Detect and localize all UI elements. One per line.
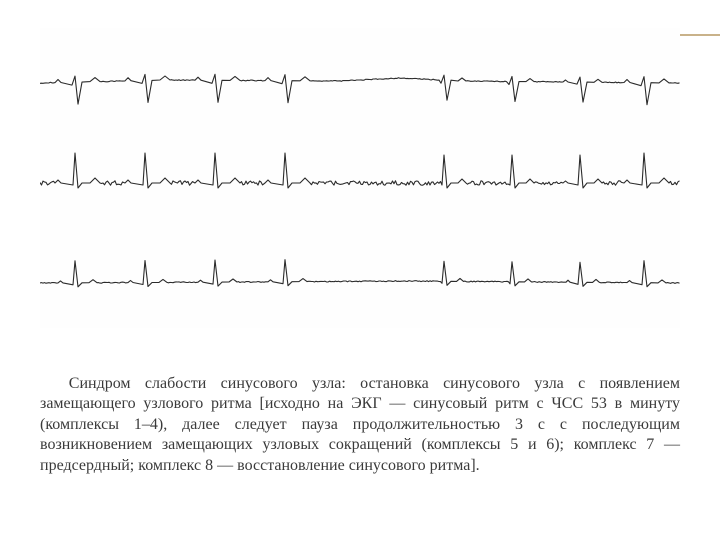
ecg-figure [40, 28, 680, 328]
ecg-trace-lead-mid [40, 153, 680, 188]
ecg-traces [40, 28, 680, 328]
slide: Синдром слабости синусового узла: остано… [0, 0, 720, 540]
ecg-trace-lead-bot [40, 260, 680, 287]
ecg-trace-lead-top [40, 74, 680, 104]
figure-caption: Синдром слабости синусового узла: остано… [40, 374, 680, 476]
